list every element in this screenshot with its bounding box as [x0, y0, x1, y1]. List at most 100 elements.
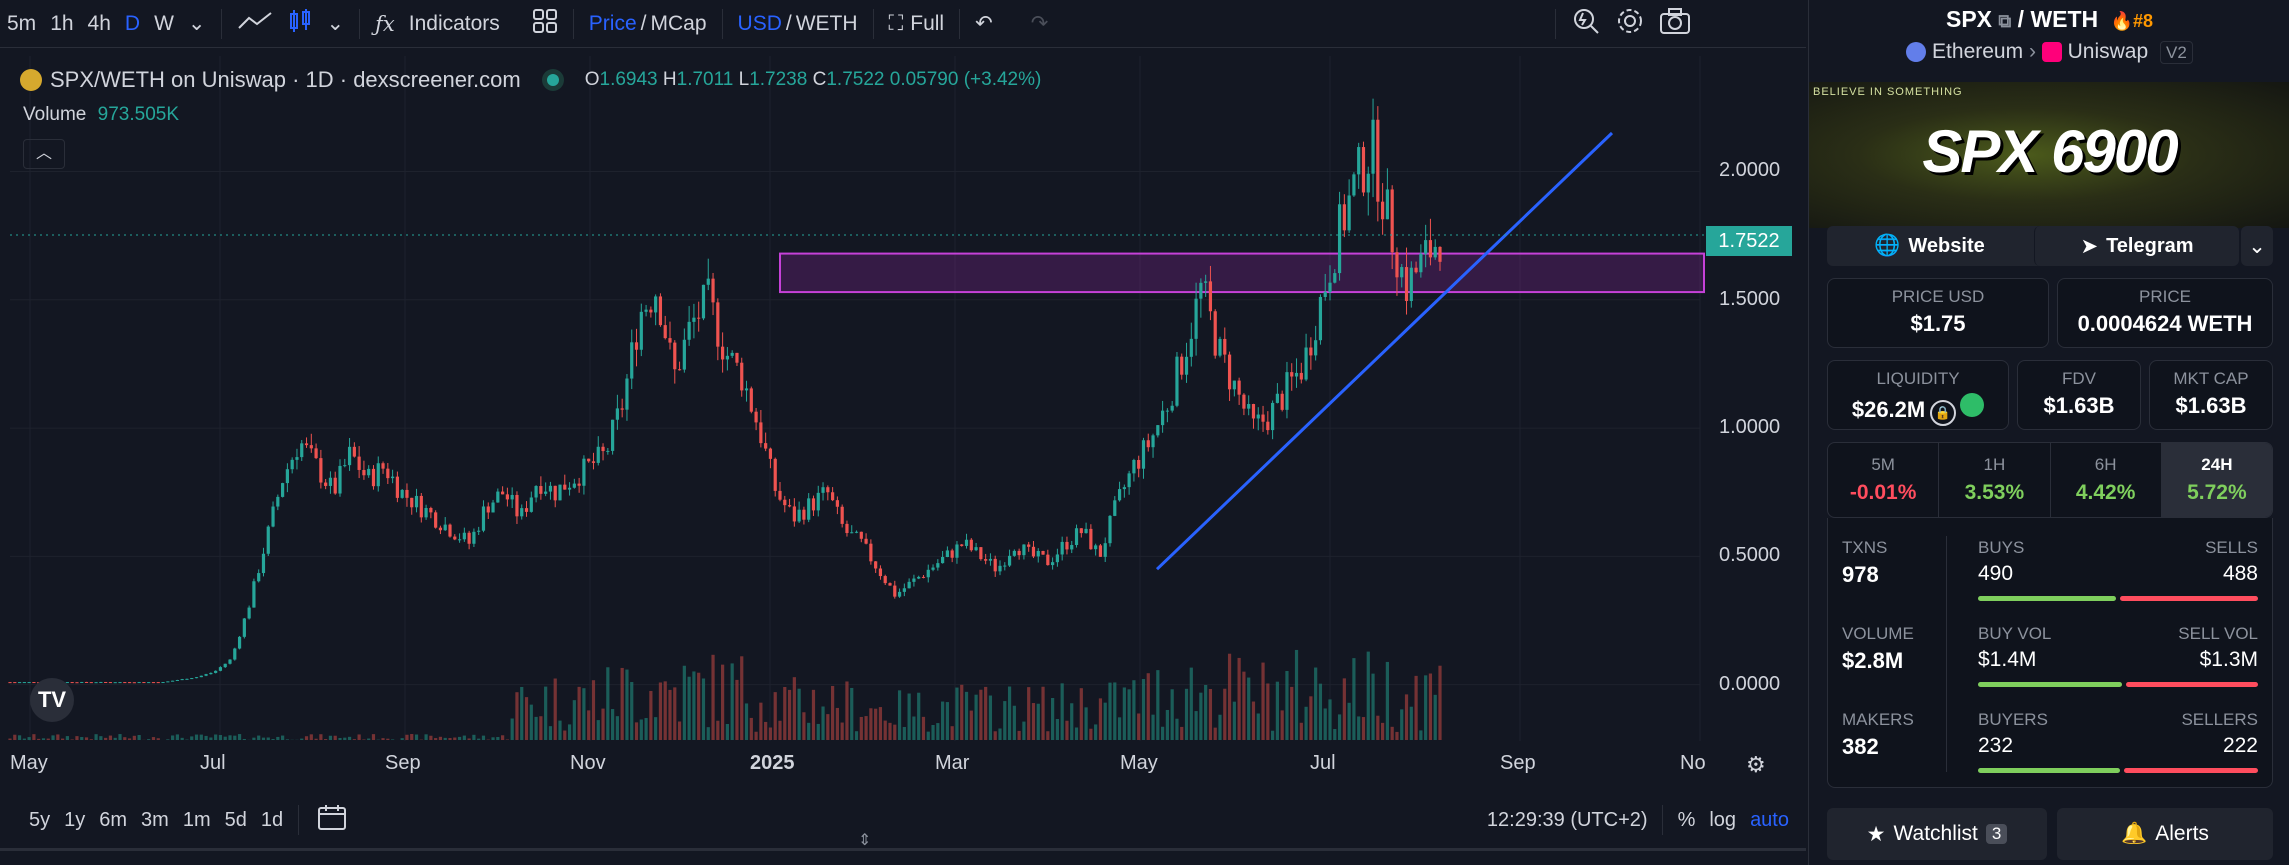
camera-icon[interactable] [1652, 7, 1698, 41]
price-toggle[interactable]: Price [588, 11, 637, 35]
quick-search-icon[interactable] [1564, 6, 1608, 42]
chain-name[interactable]: Ethereum [1932, 40, 2024, 63]
buy-vol-value: $1.4M [1978, 648, 2037, 671]
volume-bar [649, 690, 653, 740]
candle-body [1051, 562, 1055, 566]
candle-body [716, 302, 720, 347]
range-6m[interactable]: 6m [99, 808, 128, 831]
volume-bar [118, 734, 122, 740]
candle-body [960, 544, 964, 546]
alerts-button[interactable]: 🔔 Alerts [2057, 808, 2273, 860]
log-toggle[interactable]: log [1709, 808, 1737, 831]
candle-body [567, 487, 572, 490]
weth-toggle[interactable]: WETH [795, 11, 858, 35]
interval-d[interactable]: D [124, 11, 141, 35]
interval-5m[interactable]: 5m [7, 11, 37, 35]
chevron-down-icon[interactable]: ⌄ [187, 12, 206, 35]
volume-bar [147, 739, 151, 740]
chevron-down-icon[interactable]: ⌄ [326, 12, 345, 35]
volume-bar [1007, 686, 1012, 740]
auto-toggle[interactable]: auto [1750, 808, 1789, 831]
volume-bar [56, 734, 60, 740]
watchlist-button[interactable]: ★ Watchlist 3 [1827, 808, 2047, 860]
mcap-toggle[interactable]: MCap [650, 11, 707, 35]
volume-bar [1342, 678, 1346, 740]
candle-body [1146, 440, 1150, 448]
indicators-button[interactable]: Indicators [408, 11, 500, 35]
lock-icon[interactable]: 🔒 [1929, 400, 1956, 426]
volume-bar [548, 726, 553, 740]
telegram-button[interactable]: ➤ Telegram [2034, 226, 2239, 266]
range-1y[interactable]: 1y [64, 808, 86, 831]
volume-bar [1184, 688, 1189, 740]
calendar-icon[interactable] [317, 803, 347, 837]
resize-arrows-icon[interactable]: ⇕ [858, 832, 872, 849]
sellers-bar [2124, 768, 2258, 773]
copy-icon[interactable]: ⧉ [1998, 11, 2012, 31]
collapse-legend-button[interactable]: ︿ [23, 139, 65, 169]
volume-bar [654, 717, 658, 740]
range-1d[interactable]: 1d [260, 808, 284, 831]
fullscreen-icon[interactable]: ⛶ [888, 11, 904, 35]
candle-body [591, 461, 596, 463]
candle-body [1314, 340, 1318, 356]
interval-1h[interactable]: 1h [50, 11, 74, 35]
dex-name[interactable]: Uniswap [2067, 40, 2149, 63]
volume-bar [1055, 718, 1059, 740]
range-5y[interactable]: 5y [29, 808, 51, 831]
tab-5m[interactable]: 5M -0.01% [1828, 443, 1940, 517]
line-chart-icon[interactable] [230, 10, 280, 38]
trending-rank[interactable]: #8 [2132, 11, 2153, 31]
tradingview-logo-icon[interactable]: TV [30, 678, 74, 722]
candle-body [405, 489, 409, 498]
clock-readout[interactable]: 12:29:39 (UTC+2) [1486, 808, 1648, 831]
chart-canvas[interactable] [0, 56, 1806, 746]
candle-body [481, 506, 486, 531]
website-button[interactable]: 🌐 Website [1827, 226, 2032, 266]
candle-body [1180, 356, 1184, 375]
volume-bar [209, 737, 213, 740]
undo-icon[interactable]: ↶ [975, 12, 993, 35]
token-banner[interactable]: BELIEVE IN SOMETHING SPX 6900 [1809, 82, 2289, 228]
volume-bar [1251, 701, 1256, 740]
axis-settings-icon[interactable]: ⚙ [1746, 752, 1766, 777]
range-1m[interactable]: 1m [182, 808, 211, 831]
range-3m[interactable]: 3m [141, 808, 169, 831]
trendline[interactable] [1155, 131, 1614, 571]
volume-bar [807, 722, 811, 740]
interval-4h[interactable]: 4h [87, 11, 111, 35]
fullscreen-button[interactable]: Full [910, 11, 945, 35]
candle-body [266, 526, 270, 554]
volume-bar [1156, 670, 1160, 740]
percent-toggle[interactable]: % [1677, 808, 1696, 831]
indicators-icon[interactable]: ƒx [375, 11, 395, 36]
volume-bar [821, 706, 825, 740]
tab-6h[interactable]: 6H 4.42% [2051, 443, 2162, 517]
volume-bar [1333, 729, 1337, 740]
volume-bar [950, 726, 954, 740]
redo-icon[interactable]: ↷ [1030, 12, 1049, 35]
symbol-title: SPX/WETH on Uniswap · 1D · dexscreener.c… [50, 67, 521, 92]
tab-24h[interactable]: 24H 5.72% [2161, 443, 2272, 517]
buy-vol-label: BUY VOL [1978, 624, 2052, 643]
pane-resize-handle[interactable] [0, 848, 1806, 851]
candle-body [1098, 545, 1103, 557]
resistance-zone[interactable] [779, 252, 1705, 294]
candle-body [768, 448, 773, 459]
candles-icon[interactable] [280, 8, 320, 40]
layout-grid-icon[interactable] [525, 8, 565, 40]
candle-body [1060, 541, 1064, 555]
locker-logo-icon[interactable] [1960, 393, 1985, 417]
candle-body [304, 443, 309, 446]
more-links-button[interactable]: ⌄ [2241, 226, 2273, 266]
usd-toggle[interactable]: USD [737, 11, 782, 35]
range-5d[interactable]: 5d [224, 808, 247, 831]
volume-bar [1290, 686, 1294, 740]
tab-1h[interactable]: 1H 3.53% [1939, 443, 2051, 517]
volume-bar [1376, 715, 1380, 740]
gear-icon[interactable] [1608, 6, 1652, 42]
price-axis[interactable]: 2.0000 1.5000 1.0000 0.5000 0.0000 [1705, 60, 1805, 740]
volume-bar [740, 656, 744, 740]
interval-w[interactable]: W [154, 11, 174, 35]
volume-bar [132, 735, 136, 740]
